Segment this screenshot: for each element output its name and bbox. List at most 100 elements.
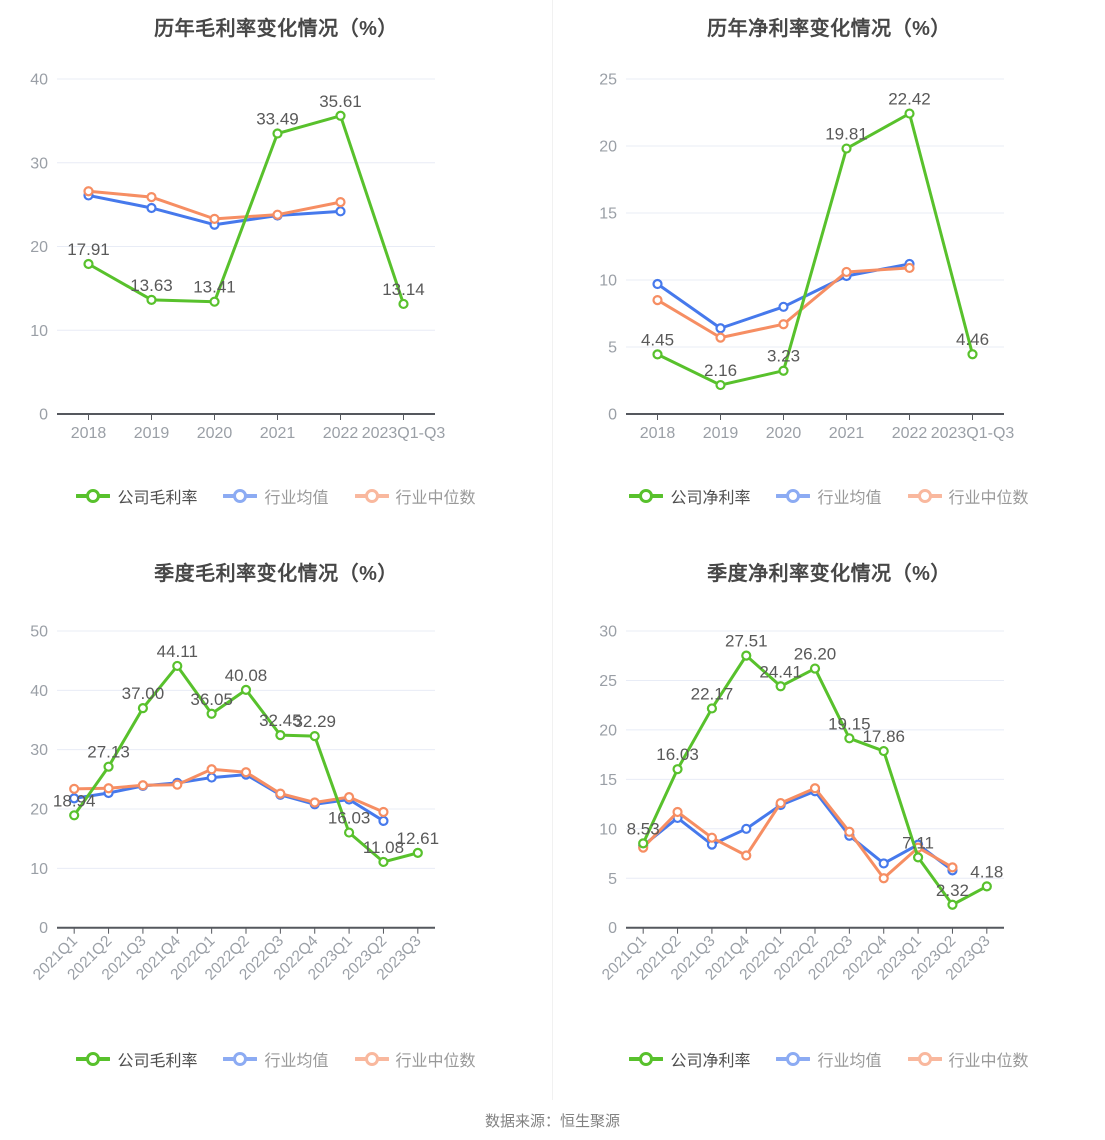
data-point-marker[interactable] [309, 730, 320, 742]
data-point-marker[interactable] [412, 847, 423, 858]
legend-item-company[interactable]: 公司净利率 [629, 484, 750, 508]
data-point-marker[interactable] [146, 191, 157, 203]
data-point-marker[interactable] [844, 826, 855, 837]
data-point-marker[interactable] [206, 772, 217, 783]
data-point-marker[interactable] [841, 143, 852, 154]
data-point-marker[interactable] [103, 783, 114, 794]
data-point-marker[interactable] [275, 730, 286, 741]
data-point-marker[interactable] [778, 319, 789, 330]
data-point-marker[interactable] [137, 780, 149, 791]
data-point-marker[interactable] [309, 797, 320, 808]
legend-item-industry-median[interactable]: 行业中位数 [907, 484, 1029, 508]
data-point-marker[interactable] [69, 810, 80, 821]
legend-item-company[interactable]: 公司毛利率 [76, 484, 197, 508]
data-point-marker[interactable] [947, 899, 958, 910]
data-point-marker[interactable] [103, 761, 114, 772]
data-point-marker[interactable] [715, 379, 726, 391]
data-point-marker[interactable] [672, 806, 683, 818]
data-point-marker[interactable] [981, 881, 992, 892]
x-axis-label: 2022 [323, 425, 359, 442]
data-point-marker[interactable] [775, 681, 786, 692]
data-point-marker[interactable] [912, 852, 924, 863]
data-point-marker[interactable] [272, 209, 283, 220]
data-point-marker[interactable] [343, 827, 355, 838]
data-point-marker[interactable] [652, 295, 663, 306]
x-axis-label: 2019 [134, 425, 170, 442]
legend-item-industry-median[interactable]: 行业中位数 [354, 1047, 476, 1071]
legend-line-marker-icon [629, 489, 664, 503]
data-point-marker[interactable] [809, 783, 821, 794]
legend-item-industry-median[interactable]: 行业中位数 [907, 1047, 1029, 1071]
data-point-marker[interactable] [715, 323, 726, 334]
data-point-marker[interactable] [206, 708, 217, 719]
data-point-marker[interactable] [778, 301, 789, 312]
data-point-marker[interactable] [335, 110, 346, 121]
data-point-marker[interactable] [715, 332, 726, 343]
legend-item-company[interactable]: 公司净利率 [629, 1047, 750, 1071]
data-point-marker[interactable] [967, 349, 978, 360]
data-point-marker[interactable] [672, 764, 683, 775]
legend-item-industry-average[interactable]: 行业均值 [776, 1047, 882, 1071]
data-point-marker[interactable] [878, 858, 889, 869]
data-point-marker[interactable] [172, 660, 183, 672]
data-point-marker[interactable] [83, 258, 94, 270]
legend-line-marker-icon [907, 489, 942, 503]
legend-label: 行业均值 [264, 1053, 329, 1070]
data-point-label: 4.18 [970, 862, 1003, 881]
data-point-marker[interactable] [172, 779, 183, 790]
data-point-label: 19.15 [828, 714, 871, 733]
data-point-marker[interactable] [706, 703, 718, 714]
data-point-marker[interactable] [69, 783, 80, 794]
data-point-marker[interactable] [206, 764, 217, 775]
legend-item-industry-average[interactable]: 行业均值 [223, 1047, 329, 1071]
data-point-marker[interactable] [638, 838, 649, 849]
data-point-marker[interactable] [775, 797, 786, 809]
data-point-marker[interactable] [240, 767, 252, 778]
data-point-marker[interactable] [706, 832, 718, 843]
data-point-marker[interactable] [904, 108, 915, 119]
data-point-marker[interactable] [741, 650, 752, 661]
data-point-marker[interactable] [652, 349, 663, 360]
data-point-marker[interactable] [83, 186, 94, 197]
data-point-marker[interactable] [904, 262, 915, 274]
legend-label: 行业中位数 [395, 1053, 476, 1070]
data-point-marker[interactable] [209, 213, 220, 224]
data-point-marker[interactable] [275, 788, 286, 799]
legend-item-industry-median[interactable]: 行业中位数 [354, 484, 476, 508]
data-point-marker[interactable] [343, 792, 355, 803]
data-point-marker[interactable] [378, 856, 389, 868]
legend-label: 公司毛利率 [117, 1053, 198, 1070]
y-axis-tick-label: 20 [599, 139, 617, 156]
data-point-marker[interactable] [947, 862, 958, 873]
data-point-marker[interactable] [844, 733, 855, 744]
data-point-marker[interactable] [841, 266, 852, 278]
data-point-marker[interactable] [272, 128, 283, 139]
series-line [72, 773, 385, 823]
legend-item-industry-average[interactable]: 行业均值 [223, 484, 329, 508]
data-point-label: 12.61 [397, 829, 440, 848]
data-point-marker[interactable] [652, 278, 663, 290]
data-point-marker[interactable] [146, 202, 157, 214]
data-point-marker[interactable] [398, 298, 409, 310]
data-point-marker[interactable] [878, 873, 889, 884]
data-point-marker[interactable] [878, 745, 889, 757]
data-point-marker[interactable] [378, 806, 389, 818]
data-point-marker[interactable] [335, 206, 346, 217]
data-point-marker[interactable] [137, 703, 149, 714]
data-point-marker[interactable] [335, 197, 346, 208]
data-point-marker[interactable] [741, 850, 752, 861]
data-point-marker[interactable] [778, 365, 789, 376]
legend-item-company[interactable]: 公司毛利率 [76, 1047, 197, 1071]
data-point-label: 2.32 [936, 881, 969, 900]
data-point-marker[interactable] [240, 684, 252, 695]
data-point-marker[interactable] [69, 793, 80, 804]
legend-item-industry-average[interactable]: 行业均值 [776, 484, 882, 508]
data-point-marker[interactable] [378, 815, 389, 826]
data-point-label: 19.81 [825, 125, 868, 144]
data-point-label: 13.14 [382, 280, 425, 299]
data-point-label: 4.45 [641, 330, 674, 349]
data-point-marker[interactable] [741, 823, 752, 834]
data-point-marker[interactable] [809, 663, 821, 674]
data-point-marker[interactable] [209, 296, 220, 307]
data-point-marker[interactable] [146, 294, 157, 305]
